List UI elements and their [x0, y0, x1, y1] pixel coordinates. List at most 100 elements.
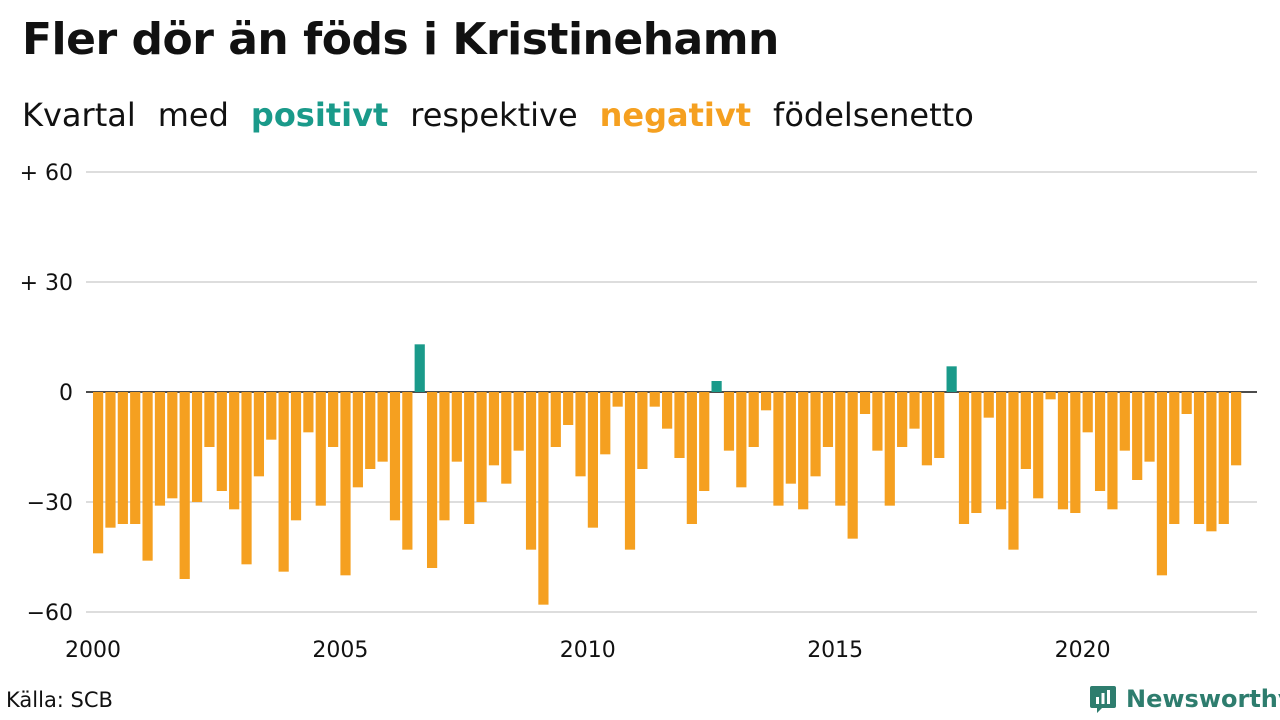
bar: [179, 392, 190, 579]
bar: [748, 392, 759, 447]
bar: [736, 392, 747, 488]
bar: [1057, 392, 1069, 510]
bar: [216, 392, 227, 491]
bar: [946, 366, 957, 392]
bar: [1169, 392, 1180, 524]
bar: [1045, 392, 1056, 400]
bar: [921, 392, 932, 466]
bar: [798, 392, 809, 510]
bar: [649, 392, 660, 407]
y-tick-label: −60: [27, 601, 73, 626]
bar: [253, 392, 265, 477]
x-tick-label: 2000: [65, 638, 121, 663]
bar: [1094, 392, 1106, 491]
bar: [328, 392, 339, 447]
bar: [1008, 392, 1019, 550]
bar: [872, 392, 883, 451]
bar: [303, 392, 314, 433]
bar: [909, 392, 920, 429]
bar: [1119, 392, 1130, 451]
bar: [439, 392, 450, 521]
bar: [773, 392, 784, 506]
subtitle-word-respektive: respektive: [410, 96, 578, 134]
bar: [835, 392, 846, 506]
bar: [117, 392, 128, 524]
bar: [476, 392, 487, 502]
bar: [426, 392, 438, 568]
bar: [315, 392, 326, 506]
subtitle-negative-word: negativt: [599, 96, 752, 134]
bar: [884, 392, 895, 506]
bar: [464, 392, 475, 524]
bar: [612, 392, 623, 407]
source-note: Källa: SCB: [6, 688, 113, 712]
bar: [352, 392, 363, 488]
bar: [142, 392, 153, 561]
bar: [897, 392, 908, 447]
bar-chart: + 60 + 30 0 −30 −60 2000 2005 2010 2015 2020: [20, 161, 1257, 663]
y-tick-label: −30: [27, 491, 73, 516]
x-tick-label: 2015: [807, 638, 863, 663]
bar: [785, 392, 796, 484]
bar: [996, 392, 1007, 510]
bar: [810, 392, 821, 477]
newsworthy-logo-icon: [1090, 686, 1116, 713]
bar: [1181, 392, 1192, 414]
bar: [550, 392, 561, 447]
x-tick-label: 2005: [312, 638, 368, 663]
bar: [1070, 392, 1081, 513]
bar: [340, 392, 351, 576]
x-tick-label: 2020: [1055, 638, 1111, 663]
brand-logo[interactable]: Newsworthy: [1088, 684, 1280, 714]
bar: [686, 392, 697, 524]
subtitle-word-med: med: [157, 96, 229, 134]
y-tick-label: 0: [59, 381, 73, 406]
bar: [699, 392, 710, 491]
bar: [525, 392, 537, 550]
bar: [414, 344, 425, 392]
bar: [711, 381, 722, 392]
bar: [389, 392, 401, 521]
bar: [167, 392, 178, 499]
bar: [93, 392, 104, 554]
bar: [1020, 392, 1031, 469]
bar: [1231, 392, 1242, 466]
bar: [1107, 392, 1118, 510]
bar: [154, 392, 166, 506]
bar: [266, 392, 277, 440]
bar: [674, 392, 685, 458]
bar: [191, 392, 203, 502]
bar: [563, 392, 574, 425]
bar: [451, 392, 462, 462]
bar: [958, 392, 970, 524]
bar: [290, 392, 302, 521]
bar: [587, 392, 598, 528]
chart-title: Fler dör än föds i Kristinehamn: [22, 14, 779, 65]
bar: [971, 392, 982, 513]
bar: [229, 392, 240, 510]
y-tick-label: + 60: [20, 161, 73, 186]
bar: [488, 392, 500, 466]
bar: [204, 392, 215, 447]
bar: [760, 392, 772, 411]
bar: [130, 392, 141, 524]
bar: [637, 392, 648, 469]
subtitle-word-fodelsenetto: födelsenetto: [773, 96, 974, 134]
bar: [241, 392, 252, 565]
bar: [1218, 392, 1229, 524]
bar: [513, 392, 524, 451]
bar: [377, 392, 388, 462]
bar: [575, 392, 586, 477]
bar: [1033, 392, 1044, 499]
bar: [600, 392, 611, 455]
bar: [662, 392, 673, 429]
x-tick-label: 2010: [560, 638, 616, 663]
bar: [822, 392, 834, 447]
bar: [859, 392, 871, 414]
bar: [105, 392, 116, 528]
bar: [1156, 392, 1168, 576]
bar: [934, 392, 945, 458]
bar: [723, 392, 735, 451]
subtitle-word-kvartal: Kvartal: [22, 96, 136, 134]
chart-subtitle: Kvartal med positivt respektive negativt föde…: [22, 96, 996, 134]
